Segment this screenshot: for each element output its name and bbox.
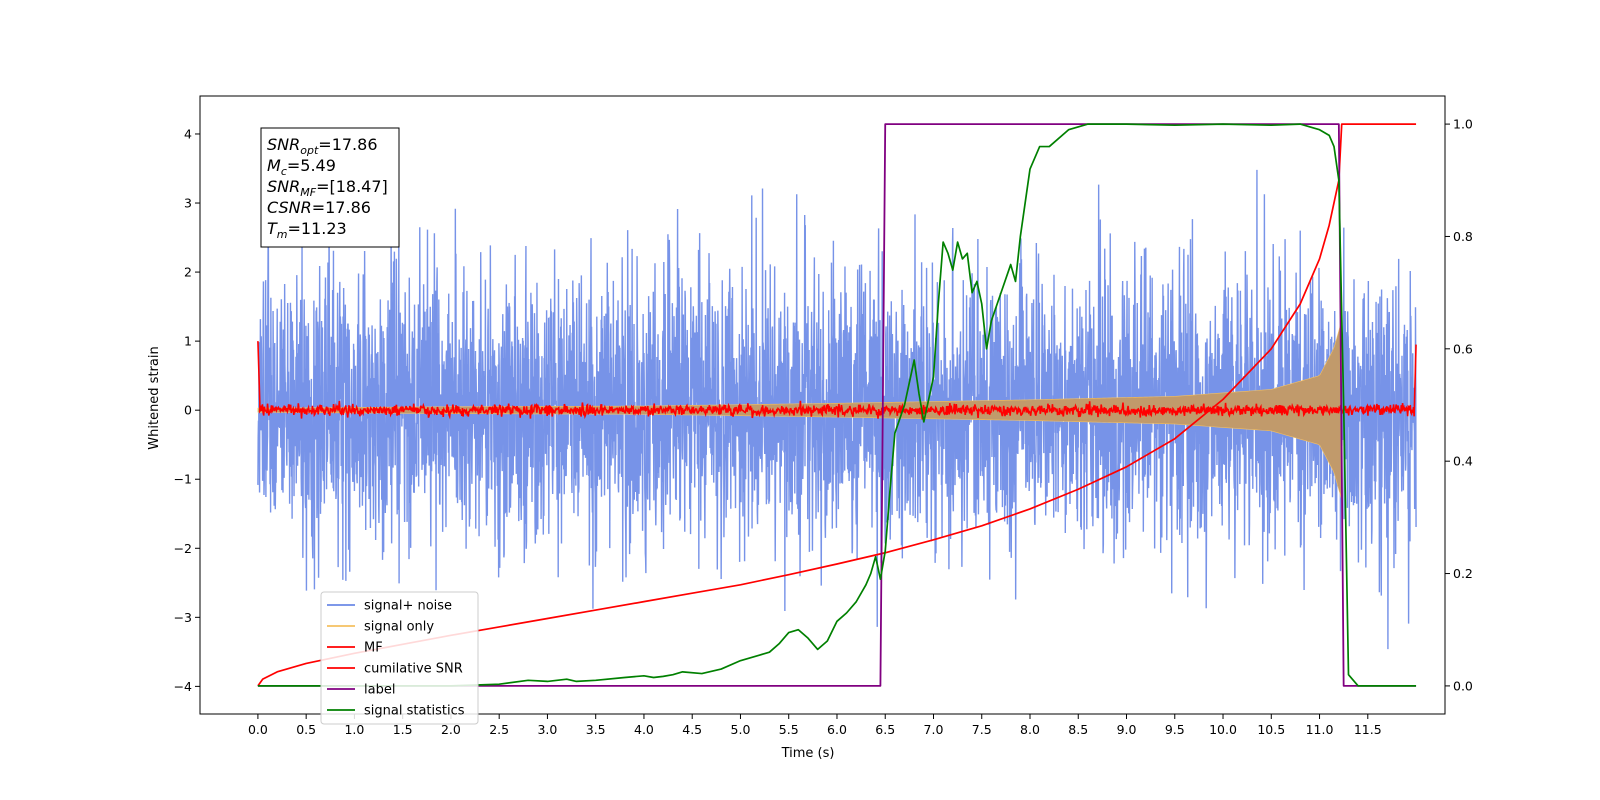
x-tick-label: 2.5 (489, 722, 509, 737)
series-signal-statistics-line (257, 123, 1417, 687)
x-tick-label: 4.0 (634, 722, 654, 737)
y-tick-label: 1 (184, 334, 192, 349)
x-tick-label: 6.0 (827, 722, 847, 737)
legend-frame (320, 591, 479, 725)
y-tick-label: 0 (184, 403, 192, 418)
y-axis-label: Whitened strain (147, 346, 162, 449)
x-tick-label: 2.0 (441, 722, 461, 737)
x-tick-label: 1.5 (393, 722, 413, 737)
x-tick-label: 11.5 (1354, 722, 1382, 737)
info-box-line: CSNR=17.86 (267, 198, 371, 217)
x-tick-label: 3.0 (537, 722, 557, 737)
legend-label: signal+ noise (364, 599, 452, 614)
series-mf-line (257, 341, 1417, 420)
x-tick-label: 9.0 (1117, 722, 1137, 737)
x-tick-label: 10.0 (1209, 722, 1237, 737)
axes: 0.0 0.5 1.0 1.5 2.0 2.5 3.0 3.5 4.0 4.5 5.0 5.5 6.0 6… (174, 95, 1473, 737)
info-box: SNRopt=17.86Mc=5.49SNRMF=[18.47]CSNR=17.… (260, 127, 400, 248)
x-tick-label: 3.5 (586, 722, 606, 737)
info-box-line: SNRMF=[18.47] (267, 177, 388, 199)
y-tick-label: −3 (174, 610, 192, 625)
x-tick-label: 10.5 (1257, 722, 1285, 737)
y-right-tick-label: 0.4 (1453, 454, 1473, 469)
y-tick-label: −2 (174, 541, 192, 556)
x-tick-label: 6.5 (875, 722, 895, 737)
x-tick-label: 8.5 (1068, 722, 1088, 737)
x-tick-label: 4.5 (682, 722, 702, 737)
x-tick-label: 7.0 (924, 722, 944, 737)
y-tick-label: −1 (174, 472, 192, 487)
y-right-tick-label: 0.6 (1453, 341, 1473, 356)
y-right-tick-label: 0.0 (1453, 678, 1473, 693)
x-tick-label: 0.5 (296, 722, 316, 737)
x-tick-label: 11.0 (1306, 722, 1334, 737)
x-tick-label: 9.5 (1165, 722, 1185, 737)
legend-label: signal only (364, 620, 434, 635)
y-tick-label: 4 (184, 126, 192, 141)
legend-label: MF (364, 641, 383, 656)
x-tick-label: 5.5 (779, 722, 799, 737)
y-right-tick-label: 0.8 (1453, 229, 1473, 244)
x-tick-label: 8.0 (1020, 722, 1040, 737)
info-box-frame (260, 127, 400, 248)
legend-label: label (364, 683, 395, 698)
info-box-line: Tm=11.23 (267, 219, 347, 241)
x-tick-label: 1.0 (344, 722, 364, 737)
legend-label: signal statistics (364, 704, 465, 719)
legend: signal+ noise signal only MF cumilative SNR… (320, 591, 479, 725)
plot-frame (199, 95, 1446, 715)
y-tick-label: 2 (184, 265, 192, 280)
y-tick-label: 3 (184, 196, 192, 211)
y-right-tick-label: 1.0 (1453, 117, 1473, 132)
y-right-tick-label: 0.2 (1453, 566, 1473, 581)
info-box-line: Mc=5.49 (267, 156, 336, 178)
x-tick-label: 7.5 (972, 722, 992, 737)
info-box-line: SNRopt=17.86 (267, 135, 378, 157)
y-tick-label: −4 (174, 679, 192, 694)
x-tick-label: 0.0 (248, 722, 268, 737)
x-tick-label: 5.0 (731, 722, 751, 737)
legend-label: cumilative SNR (364, 662, 463, 677)
plot-area (257, 123, 1417, 687)
x-axis-label: Time (s) (781, 746, 835, 761)
